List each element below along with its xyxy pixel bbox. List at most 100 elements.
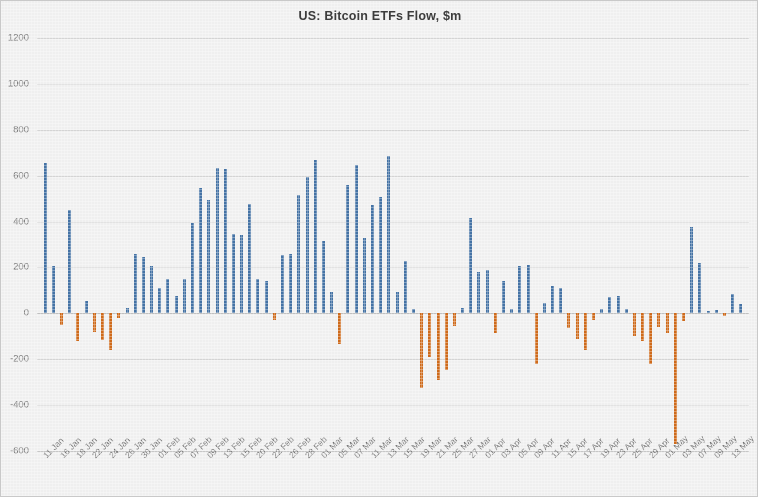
gridline — [37, 313, 749, 315]
bar — [117, 313, 121, 318]
bar — [690, 227, 694, 314]
bar — [420, 313, 424, 388]
bar — [321, 241, 325, 314]
bar — [182, 278, 186, 314]
bar — [215, 167, 219, 314]
bar — [616, 296, 620, 314]
gridline — [37, 221, 749, 223]
y-axis-tick-label: 600 — [13, 170, 29, 182]
bar — [43, 163, 47, 314]
bar — [313, 159, 317, 314]
gridline — [37, 359, 749, 361]
y-axis-tick-label: -600 — [9, 445, 29, 457]
bar — [592, 313, 595, 321]
plot-area — [37, 38, 749, 452]
y-axis-tick-label: 200 — [13, 261, 29, 273]
bar — [731, 293, 735, 314]
bar — [461, 307, 465, 314]
bar — [575, 313, 579, 339]
bar — [272, 313, 276, 321]
bar — [583, 313, 587, 351]
bar — [501, 281, 505, 314]
gridline — [37, 267, 749, 269]
bar — [141, 257, 145, 314]
y-axis-tick-label: 1000 — [7, 78, 29, 90]
bar — [452, 313, 456, 326]
gridline — [37, 129, 749, 131]
bar — [632, 313, 636, 337]
bar — [207, 199, 211, 314]
bar — [469, 218, 473, 314]
bar — [256, 278, 260, 314]
bar — [600, 308, 604, 314]
bar — [158, 288, 162, 314]
gridline — [37, 405, 749, 407]
bar — [608, 297, 612, 314]
bar — [240, 235, 244, 314]
bar — [92, 313, 96, 332]
bar — [673, 313, 677, 445]
bar — [559, 288, 563, 314]
bar — [551, 285, 555, 314]
bar — [264, 281, 268, 314]
bar — [526, 265, 530, 314]
bar — [150, 266, 154, 314]
bar — [289, 253, 293, 314]
bar — [534, 313, 538, 364]
bar — [371, 205, 375, 314]
bar — [518, 266, 522, 314]
bar — [395, 291, 399, 314]
bar — [379, 197, 383, 314]
bar — [190, 222, 194, 314]
y-axis-tick-label: 400 — [13, 216, 29, 228]
bar — [125, 307, 129, 314]
bar — [166, 278, 170, 314]
bar — [682, 313, 686, 322]
bar — [76, 313, 80, 341]
bar — [641, 313, 645, 341]
bar — [362, 237, 366, 314]
bar — [649, 313, 653, 364]
bar — [485, 269, 489, 314]
bar — [739, 304, 743, 314]
bar — [133, 253, 137, 314]
gridline — [37, 175, 749, 177]
bar — [387, 156, 391, 314]
bar — [297, 195, 301, 314]
bar — [199, 188, 203, 314]
bar — [706, 311, 710, 314]
bar — [428, 313, 432, 357]
bar — [68, 210, 72, 314]
y-axis-tick-label: 1200 — [7, 32, 29, 44]
y-axis-tick-label: 0 — [23, 307, 29, 319]
bar — [436, 313, 440, 380]
bar — [714, 309, 718, 314]
bar — [330, 291, 334, 314]
y-axis-tick-label: -400 — [9, 399, 29, 411]
bar — [338, 313, 342, 345]
bar — [477, 272, 481, 314]
bar — [722, 313, 726, 316]
bar — [403, 260, 407, 314]
bar — [223, 168, 227, 314]
bar — [510, 308, 514, 314]
y-axis-tick-label: -200 — [9, 353, 29, 365]
chart-title: US: Bitcoin ETFs Flow, $m — [298, 9, 462, 23]
bar — [281, 254, 285, 314]
bar — [51, 266, 55, 314]
bar — [346, 184, 350, 314]
bar — [174, 296, 178, 314]
bar — [354, 165, 358, 314]
bar — [100, 313, 104, 340]
bar — [624, 308, 628, 314]
bar — [231, 234, 235, 314]
bar — [542, 303, 546, 314]
bar — [698, 262, 702, 314]
bar — [248, 204, 252, 314]
bar — [305, 176, 309, 314]
bar — [60, 313, 64, 325]
bar — [657, 313, 661, 328]
bar — [493, 313, 497, 333]
bar — [567, 313, 571, 329]
bar — [109, 313, 113, 351]
